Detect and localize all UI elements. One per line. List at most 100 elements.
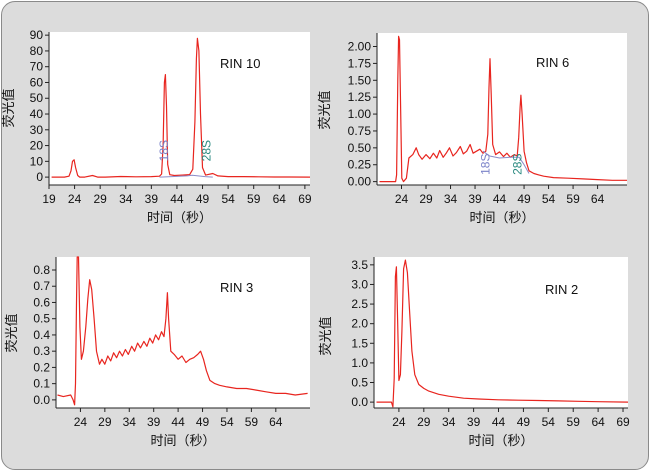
x-tick-label: 24 — [74, 415, 88, 429]
plot-area — [374, 257, 628, 408]
y-tick-label: 2.5 — [351, 297, 368, 311]
x-tick-label: 49 — [196, 415, 210, 429]
series-line — [379, 35, 627, 183]
plot-area — [56, 257, 310, 408]
y-tick-label: 0.3 — [33, 344, 50, 358]
x-tick-label: 59 — [566, 192, 580, 206]
y-tick-label: 1.0 — [351, 356, 368, 370]
y-tick-label: 3.5 — [351, 258, 368, 272]
y-tick-label: 2.00 — [348, 40, 372, 54]
x-tick-label: 54 — [221, 192, 235, 206]
x-tick-label: 24 — [395, 192, 409, 206]
y-tick-label: 0.5 — [351, 376, 368, 390]
x-tick-label: 44 — [170, 192, 184, 206]
x-tick-label: 39 — [147, 415, 161, 429]
x-tick-label: 34 — [123, 415, 137, 429]
y-tick-label: 0.6 — [33, 295, 50, 309]
y-tick-label: 1.25 — [348, 90, 372, 104]
x-tick-label: 39 — [467, 415, 481, 429]
x-tick-label: 39 — [145, 192, 159, 206]
y-tick-label: 40 — [30, 107, 44, 121]
y-tick-label: 0.75 — [348, 124, 372, 138]
peak-annotation: 18S — [157, 140, 171, 161]
x-tick-label: 29 — [419, 192, 433, 206]
y-tick-label: 0.2 — [33, 360, 50, 374]
y-tick-label: 10 — [30, 154, 44, 168]
y-tick-label: 0.0 — [33, 393, 50, 407]
y-tick-label: 0.7 — [33, 279, 50, 293]
x-tick-label: 44 — [171, 415, 185, 429]
plot-area — [377, 33, 627, 185]
x-tick-label: 59 — [247, 192, 261, 206]
y-tick-label: 90 — [30, 28, 44, 42]
y-axis-label: 荧光值 — [318, 316, 333, 355]
chart-panel-3: 0.0 0.1 0.2 0.3 0.4 0.5 0.6 0.7 0.8 24 29 34 39 44 49 5… — [4, 256, 310, 448]
x-tick-label: 39 — [468, 192, 482, 206]
y-tick-label: 0.25 — [348, 158, 372, 172]
y-tick-label: 70 — [30, 60, 44, 74]
x-tick-label: 49 — [517, 192, 531, 206]
y-tick-label: 80 — [30, 44, 44, 58]
x-axis-label: 时间（秒） — [468, 433, 533, 448]
chart-title: RIN 2 — [545, 282, 578, 297]
chart-title: RIN 10 — [220, 56, 260, 71]
x-tick-label: 59 — [245, 415, 259, 429]
y-tick-label: 0.00 — [348, 175, 372, 189]
chart-panel-2: 0.00 0.25 0.50 0.75 1.00 1.25 1.50 1.75 2.00 24 29… — [317, 33, 627, 225]
peak-annotation: 18S — [479, 154, 493, 175]
x-tick-label: 44 — [493, 192, 507, 206]
x-tick-label: 54 — [542, 192, 556, 206]
x-tick-label: 64 — [273, 192, 287, 206]
x-tick-label: 59 — [567, 415, 581, 429]
x-tick-label: 64 — [591, 415, 605, 429]
y-tick-label: 1.5 — [351, 336, 368, 350]
chart-title: RIN 3 — [220, 280, 253, 295]
y-tick-label: 2.0 — [351, 317, 368, 331]
y-tick-label: 0 — [36, 170, 43, 184]
series-line — [51, 37, 310, 178]
series-line — [376, 259, 628, 408]
x-tick-label: 49 — [517, 415, 531, 429]
y-tick-label: 1.00 — [348, 107, 372, 121]
x-tick-label: 34 — [442, 415, 456, 429]
x-tick-label: 34 — [119, 192, 133, 206]
y-tick-label: 50 — [30, 91, 44, 105]
y-tick-label: 1.50 — [348, 73, 372, 87]
x-tick-label: 54 — [220, 415, 234, 429]
x-tick-label: 29 — [93, 192, 107, 206]
series-line — [159, 174, 213, 178]
series-line — [482, 150, 530, 174]
x-tick-label: 44 — [492, 415, 506, 429]
y-axis-label: 荧光值 — [1, 88, 16, 127]
y-tick-label: 0.0 — [351, 395, 368, 409]
x-tick-label: 19 — [42, 192, 56, 206]
y-tick-label: 3.0 — [351, 277, 368, 291]
peak-annotation: 28S — [200, 140, 214, 161]
peak-annotation: 28S — [511, 154, 525, 175]
x-axis-label: 时间（秒） — [150, 433, 215, 448]
x-tick-label: 64 — [591, 192, 605, 206]
y-axis-label: 荧光值 — [4, 313, 19, 352]
x-tick-label: 24 — [68, 192, 82, 206]
y-tick-label: 20 — [30, 139, 44, 153]
x-axis-label: 时间（秒） — [147, 210, 212, 225]
x-tick-label: 54 — [542, 415, 556, 429]
x-axis-label: 时间（秒） — [469, 210, 534, 225]
x-tick-label: 64 — [269, 415, 283, 429]
plot-area — [49, 32, 310, 185]
chart-panel-4: 0.0 0.5 1.0 1.5 2.0 2.5 3.0 3.5 24 29 34 39 44 49 54 59… — [318, 257, 630, 448]
x-tick-label: 34 — [444, 192, 458, 206]
series-line — [57, 256, 308, 406]
y-tick-label: 0.50 — [348, 141, 372, 155]
x-tick-label: 69 — [298, 192, 312, 206]
x-tick-label: 29 — [417, 415, 431, 429]
y-tick-label: 0.1 — [33, 377, 50, 391]
x-tick-label: 24 — [392, 415, 406, 429]
y-tick-label: 0.8 — [33, 263, 50, 277]
y-tick-label: 60 — [30, 75, 44, 89]
y-axis-label: 荧光值 — [317, 90, 332, 129]
y-tick-label: 30 — [30, 123, 44, 137]
x-tick-label: 49 — [196, 192, 210, 206]
